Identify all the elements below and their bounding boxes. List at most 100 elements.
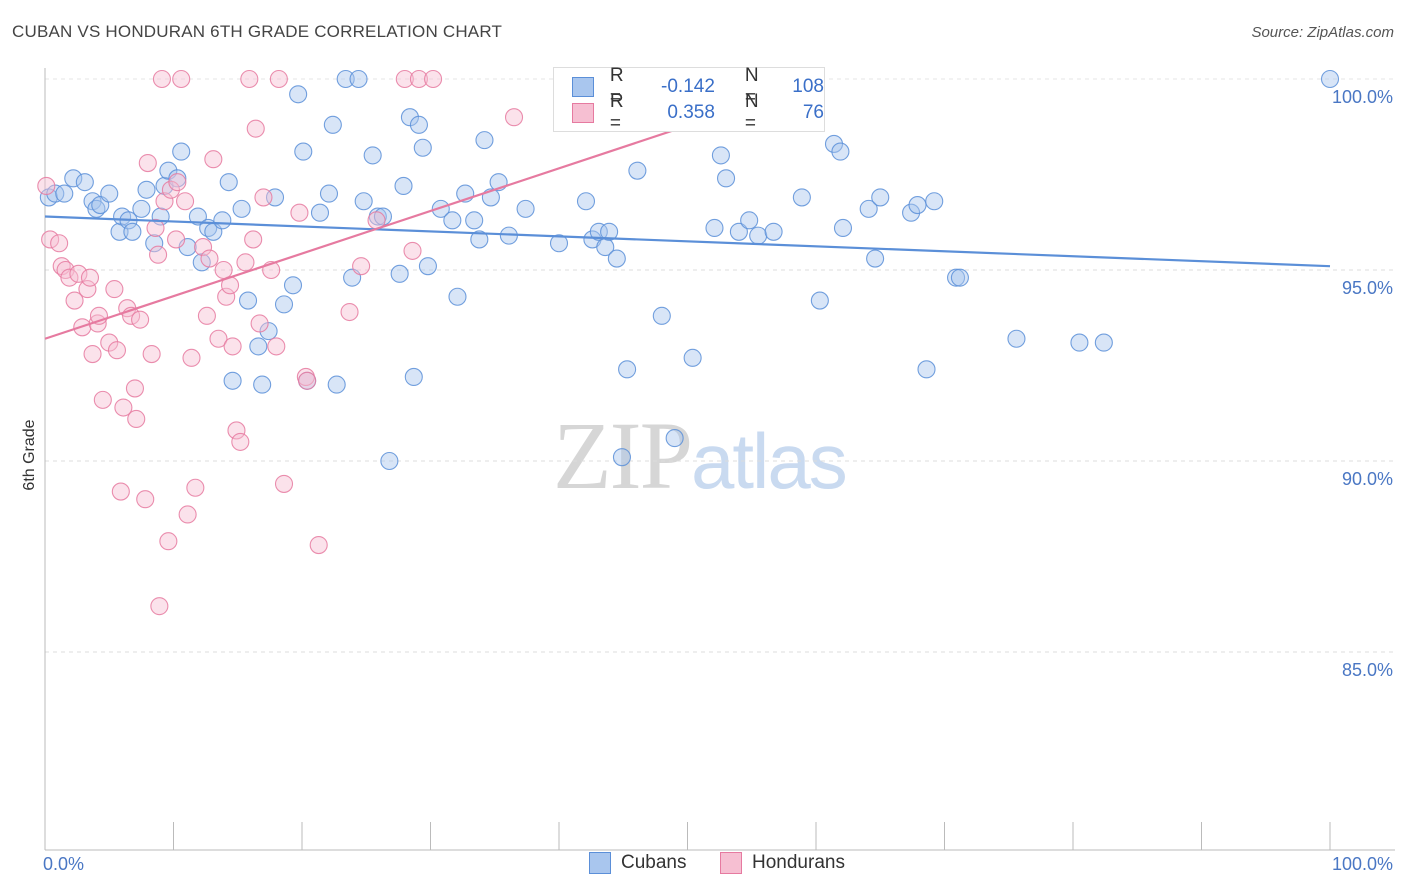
legend-n-label: N = <box>744 65 759 108</box>
y-axis-label: 6th Grade <box>21 419 38 490</box>
legend-r-value: -0.142 <box>661 76 715 97</box>
hondurans-point <box>80 268 100 287</box>
cubans-point <box>310 203 330 222</box>
hondurans-point <box>223 337 242 356</box>
bottom-legend-cubans: Cubans <box>589 852 687 874</box>
hondurans-point <box>146 218 165 238</box>
hondurans-point <box>209 329 228 348</box>
hondurans-point <box>138 153 157 173</box>
hondurans-point <box>142 344 161 364</box>
cubans-point <box>908 196 927 215</box>
cubans-point <box>223 371 242 390</box>
hondurans-point <box>214 260 233 280</box>
cubans-point <box>55 184 74 203</box>
bottom-legend-swatch-hondurans <box>720 852 742 874</box>
cubans-point <box>172 142 191 161</box>
hondurans-point <box>236 253 255 272</box>
bottom-legend-label-cubans: Cubans <box>621 852 687 873</box>
bottom-legend-label-hondurans: Hondurans <box>752 852 845 873</box>
cubans-point <box>349 69 368 89</box>
cubans-point <box>740 211 759 230</box>
hondurans-point <box>274 474 294 493</box>
legend-n-value: 108 <box>792 76 824 97</box>
cubans-point <box>319 184 339 203</box>
cubans-point <box>274 295 294 314</box>
hondurans-point <box>131 310 150 329</box>
hondurans-point <box>50 234 69 253</box>
cubans-point <box>866 249 885 268</box>
hondurans-point <box>269 69 288 89</box>
hondurans-point <box>100 333 119 352</box>
cubans-point <box>729 222 748 241</box>
cubans-point <box>665 429 684 448</box>
cubans-point <box>711 146 730 165</box>
cubans-point <box>443 211 462 230</box>
cubans-point <box>612 448 632 467</box>
cubans-point <box>409 115 428 134</box>
cubans-point <box>294 142 313 161</box>
axes <box>44 68 1395 851</box>
cubans-point <box>448 287 467 306</box>
cubans-point <box>859 199 878 218</box>
hondurans-point <box>403 241 422 260</box>
cubans-point <box>902 203 921 222</box>
cubans-point <box>413 138 432 157</box>
bottom-legend-swatch-cubans <box>589 852 611 874</box>
y-tick-label: 90.0% <box>1342 469 1393 489</box>
cubans-point <box>705 218 724 238</box>
hondurans-point <box>267 337 286 356</box>
cubans-point <box>100 184 119 203</box>
hondurans-point <box>194 238 213 257</box>
legend-swatch-cubans <box>572 77 594 97</box>
cubans-point <box>824 134 844 153</box>
watermark-zip: ZIP <box>553 402 693 509</box>
cubans-point <box>137 180 156 199</box>
cubans-point <box>465 211 484 230</box>
cubans-point <box>600 222 619 241</box>
cubans-point <box>716 169 736 188</box>
cubans-point <box>336 69 355 89</box>
gridlines <box>45 78 1395 653</box>
cubans-point <box>219 173 238 192</box>
bottom-legend-hondurans: Hondurans <box>720 852 845 874</box>
hondurans-point <box>127 409 146 429</box>
hondurans-point <box>114 398 133 417</box>
cubans-point <box>431 199 450 218</box>
cubans-point <box>549 234 569 253</box>
cubans-point <box>947 268 966 287</box>
cubans-point <box>232 199 251 218</box>
cubans-point <box>188 207 207 226</box>
cubans-point <box>249 337 268 356</box>
cubans-point <box>238 291 258 310</box>
hondurans-point <box>65 291 84 310</box>
hondurans-point <box>309 535 328 555</box>
legend-r-label: R = <box>609 65 624 108</box>
cubans-point <box>1094 333 1113 352</box>
hondurans-point <box>340 302 359 322</box>
hondurans-point <box>204 150 223 169</box>
cubans-trend-line <box>44 215 1331 268</box>
cubans-point <box>213 211 232 230</box>
cubans-point <box>145 234 164 253</box>
cubans-point <box>253 375 272 394</box>
cubans-point <box>1007 329 1026 348</box>
hondurans-point <box>186 478 205 497</box>
legend-r-label: R = <box>609 91 624 134</box>
hondurans-point <box>136 490 155 509</box>
hondurans-point <box>352 257 371 276</box>
cubans-point <box>327 375 346 394</box>
hondurans-point <box>37 176 56 196</box>
hondurans-point <box>159 532 178 551</box>
y-tick-label: 95.0% <box>1342 278 1393 298</box>
y-tick-label: 100.0% <box>1332 87 1393 107</box>
cubans-point <box>418 257 437 276</box>
cubans-point <box>764 222 783 241</box>
cubans-point <box>831 142 850 161</box>
cubans-point <box>323 115 342 134</box>
cubans-point <box>652 306 671 325</box>
cubans-point <box>749 226 768 245</box>
hondurans-point <box>504 108 524 127</box>
hondurans-point <box>150 597 169 616</box>
legend-row-cubans: R = -0.142 N = 108 <box>572 65 824 108</box>
